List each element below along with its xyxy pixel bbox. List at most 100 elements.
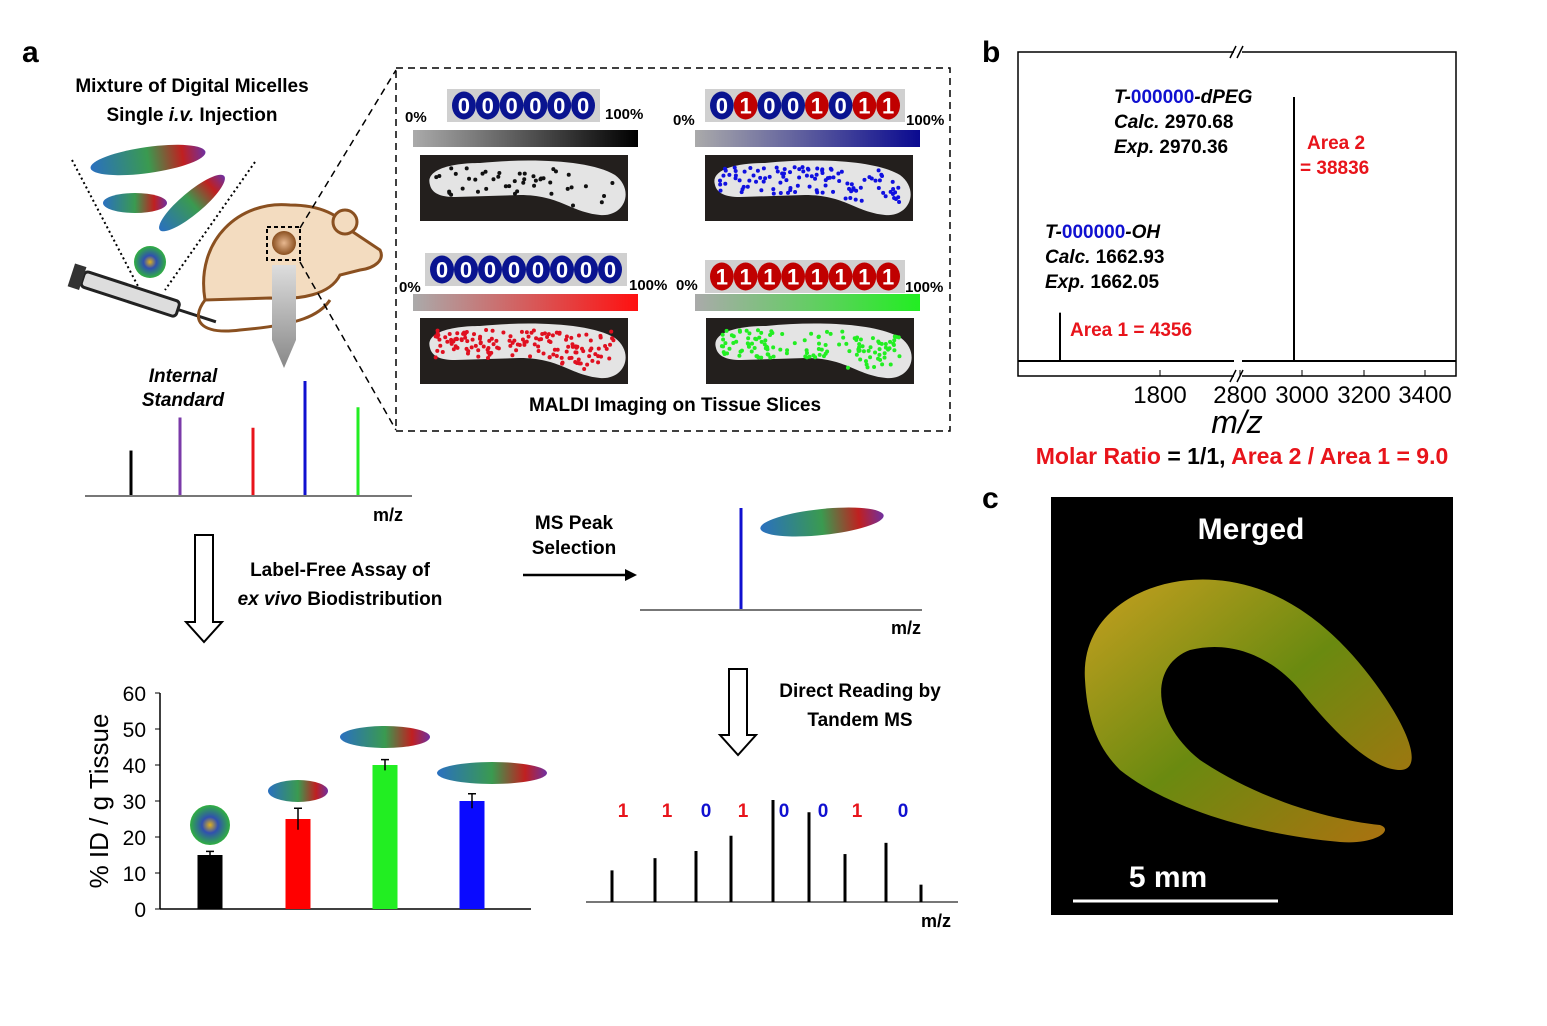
signal-dot xyxy=(785,348,790,353)
x-tick-label: 1800 xyxy=(1133,382,1186,409)
signal-dot xyxy=(800,165,805,170)
signal-dot xyxy=(847,349,852,354)
signal-dot xyxy=(473,343,478,348)
signal-dot xyxy=(508,334,513,339)
signal-dot xyxy=(749,349,754,354)
signal-dot xyxy=(609,329,614,334)
signal-dot xyxy=(817,352,822,357)
signal-dot xyxy=(524,330,529,335)
signal-dot xyxy=(809,174,814,179)
signal-dot xyxy=(723,341,728,346)
bit-digit: 0 xyxy=(553,94,565,119)
signal-dot xyxy=(536,344,541,349)
bit-digit: 0 xyxy=(580,258,592,283)
signal-dot xyxy=(805,350,810,355)
y-tick-label: 0 xyxy=(134,899,146,922)
signal-dot xyxy=(737,353,742,358)
signal-dot xyxy=(596,346,601,351)
x-tick-label: 2800 xyxy=(1213,382,1266,409)
signal-dot xyxy=(807,184,812,189)
bit-circle xyxy=(452,91,476,120)
signal-dot xyxy=(738,349,743,354)
tissue-shape xyxy=(715,323,912,379)
signal-dot xyxy=(455,331,460,336)
signal-dot xyxy=(883,194,888,199)
area-2-value: = 38836 xyxy=(1300,158,1369,179)
bit-circle xyxy=(523,91,548,120)
bit-digit: 1 xyxy=(811,94,823,119)
signal-dot xyxy=(584,332,589,337)
signal-dot xyxy=(501,330,506,335)
signal-dot xyxy=(804,173,809,178)
signal-dot xyxy=(435,331,440,336)
signal-dot xyxy=(463,335,468,340)
signal-dot xyxy=(514,348,519,353)
signal-dot xyxy=(828,331,833,336)
signal-dot xyxy=(867,175,872,180)
signal-dot xyxy=(815,166,820,171)
signal-dot xyxy=(564,337,569,342)
bit-digit: 0 xyxy=(577,94,589,119)
y-tick-label: 40 xyxy=(123,755,146,778)
signal-dot xyxy=(738,329,743,334)
signal-dot xyxy=(775,169,780,174)
bit-circle xyxy=(876,91,900,120)
signal-dot xyxy=(828,166,833,171)
signal-dot xyxy=(780,171,785,176)
signal-dot xyxy=(582,366,587,371)
signal-dot xyxy=(877,178,882,183)
exp-value: 2970.36 xyxy=(1159,137,1228,158)
signal-dot xyxy=(825,349,830,354)
peak-prefix: T- xyxy=(1045,222,1062,243)
long-micelle-icon xyxy=(760,507,884,537)
ratio-footer: Molar Ratio = 1/1, Area 2 / Area 1 = 9.0 xyxy=(1036,443,1449,469)
panel-label-a: a xyxy=(22,36,39,69)
signal-dot xyxy=(590,358,595,363)
signal-dot xyxy=(465,351,470,356)
signal-dot xyxy=(559,355,564,360)
signal-dot xyxy=(823,183,828,188)
mass-spectrum-chart: 1800 2800 3000 3200 3400m/zT-000000-OHCalc. … xyxy=(1017,40,1457,469)
signal-dot xyxy=(481,344,486,349)
signal-dot xyxy=(718,182,723,187)
scale-min-label: 0% xyxy=(399,279,421,296)
signal-dot xyxy=(771,354,776,359)
signal-dot xyxy=(443,335,448,340)
signal-dot xyxy=(453,344,458,349)
area-1-label: Area 1 = 4356 xyxy=(1070,320,1192,341)
bit-digit: 1 xyxy=(882,94,894,119)
signal-dot xyxy=(519,329,524,334)
signal-dot xyxy=(732,165,737,170)
bit-digit: 1 xyxy=(811,265,823,290)
signal-dot xyxy=(831,175,836,180)
signal-dot xyxy=(868,345,873,350)
micelle-cluster xyxy=(71,144,256,291)
signal-dot xyxy=(524,339,529,344)
signal-dot xyxy=(510,353,515,358)
signal-dot xyxy=(753,336,758,341)
signal-dot xyxy=(722,351,727,356)
signal-dot xyxy=(470,337,475,342)
peak-suffix: -OH xyxy=(1125,222,1161,243)
signal-dot xyxy=(761,166,766,171)
bit-circle xyxy=(781,262,805,291)
calc-mass-label: Calc. 1662.93 xyxy=(1045,247,1164,268)
signal-dot xyxy=(807,354,812,359)
short-micelle-icon xyxy=(103,193,167,213)
signal-dot xyxy=(451,347,456,352)
signal-dot xyxy=(449,166,454,171)
signal-dot xyxy=(813,176,818,181)
bit-circle xyxy=(547,91,572,120)
signal-dot xyxy=(888,339,893,344)
signal-dot xyxy=(862,177,867,182)
signal-dot xyxy=(888,362,893,367)
signal-dot xyxy=(771,187,776,192)
signal-dot xyxy=(521,180,526,185)
mixture-title: Mixture of Digital Micelles xyxy=(75,76,308,97)
calc-value: 2970.68 xyxy=(1165,112,1234,133)
bit-digit: 0 xyxy=(505,94,517,119)
signal-dot xyxy=(858,357,863,362)
signal-dot xyxy=(824,329,829,334)
bit-digit: 0 xyxy=(532,258,544,283)
signal-dot xyxy=(596,354,601,359)
